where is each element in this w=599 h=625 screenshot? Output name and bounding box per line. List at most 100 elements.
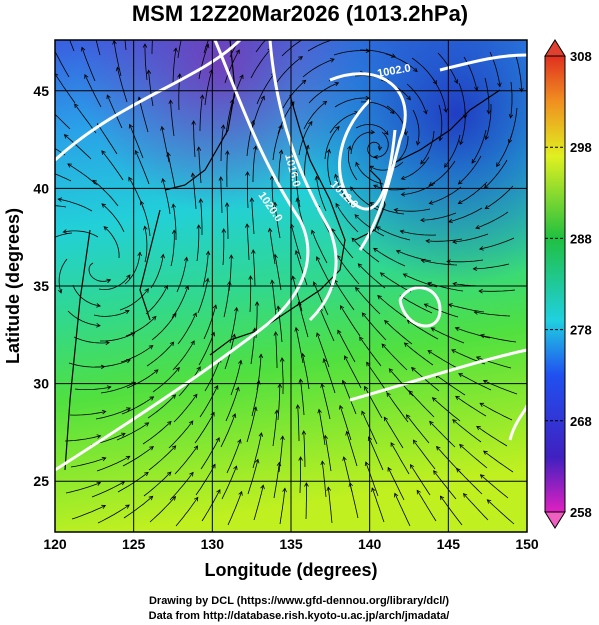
streamline — [168, 420, 194, 449]
streamline — [97, 123, 118, 155]
streamline — [319, 307, 335, 342]
streamline — [313, 281, 329, 316]
streamline-arrow — [216, 489, 221, 494]
credit: Data from http://database.rish.kyoto-u.a… — [149, 610, 450, 622]
streamline — [342, 380, 357, 415]
streamline-arrow — [160, 253, 165, 259]
streamline — [67, 310, 101, 327]
streamline-arrow — [355, 161, 360, 167]
streamline-arrow — [369, 202, 375, 207]
streamline — [311, 230, 328, 264]
streamline — [145, 285, 168, 315]
streamline — [440, 495, 463, 526]
streamline-arrow — [425, 238, 430, 244]
streamline-arrow — [260, 484, 265, 490]
streamline-arrow — [144, 288, 149, 293]
streamline-arrow — [496, 162, 501, 168]
streamline-arrow — [234, 306, 239, 312]
streamline — [197, 278, 209, 314]
streamline-arrow — [354, 214, 360, 219]
streamline-arrow — [483, 450, 488, 455]
streamline — [64, 435, 101, 442]
streamline-arrow — [248, 275, 253, 280]
streamline-arrow — [370, 129, 376, 135]
streamline — [380, 272, 412, 293]
streamline — [251, 198, 255, 235]
streamline-arrow — [459, 443, 464, 449]
streamline — [194, 412, 215, 444]
streamline-arrow — [224, 202, 230, 207]
streamline-arrow — [191, 120, 196, 125]
streamline — [429, 421, 456, 448]
streamline-arrow — [486, 109, 492, 115]
streamline-arrow — [486, 499, 492, 504]
streamline-arrow — [101, 504, 107, 509]
streamline-arrow — [394, 492, 399, 498]
streamline-arrow — [193, 393, 198, 399]
coastline — [389, 89, 501, 166]
streamline-arrow — [190, 172, 196, 178]
streamline — [452, 233, 489, 243]
streamline — [123, 495, 153, 519]
streamline-arrow — [375, 226, 381, 231]
streamline-arrow — [267, 227, 273, 233]
streamline — [406, 83, 427, 114]
streamline — [484, 159, 508, 189]
streamline — [124, 252, 141, 285]
streamline — [458, 181, 488, 204]
streamline — [199, 95, 203, 131]
streamline — [480, 334, 517, 343]
x-tick-label: 130 — [201, 536, 225, 552]
streamline-arrow — [74, 103, 79, 109]
streamline-arrow — [276, 305, 281, 311]
streamline-arrow — [205, 277, 210, 283]
streamline-arrow — [205, 43, 210, 49]
streamline — [337, 330, 356, 363]
streamline-arrow — [38, 167, 42, 171]
streamline — [204, 358, 221, 392]
streamline — [355, 162, 384, 185]
streamline — [282, 79, 306, 109]
streamline — [324, 435, 332, 472]
streamline-arrow — [227, 280, 232, 286]
streamline-arrow — [39, 243, 43, 247]
streamline — [336, 255, 360, 285]
streamline-arrow — [280, 435, 285, 440]
streamline — [220, 413, 236, 448]
streamline — [298, 121, 313, 156]
streamline — [304, 145, 309, 182]
streamline-arrow — [190, 340, 195, 346]
streamline — [126, 369, 159, 389]
streamline-arrow — [101, 456, 107, 462]
streamline — [144, 44, 148, 81]
streamline-arrow — [273, 253, 278, 259]
streamline-arrow — [436, 445, 441, 451]
streamline-arrow — [377, 295, 382, 300]
streamline-arrow — [192, 312, 197, 318]
colorbar-tick-label: 258 — [570, 505, 592, 520]
colorbar-tick-label: 268 — [570, 414, 592, 429]
streamline-arrow — [225, 150, 230, 155]
streamline — [251, 96, 265, 131]
streamline — [323, 358, 336, 394]
streamline — [274, 202, 281, 239]
streamline — [151, 313, 177, 341]
streamline-arrow — [295, 404, 301, 409]
streamline — [246, 407, 257, 443]
streamline-arrow — [364, 385, 369, 391]
streamline — [408, 390, 435, 418]
streamline — [192, 173, 197, 210]
streamline — [140, 201, 151, 237]
streamline-arrow — [298, 378, 304, 384]
streamline-arrow — [151, 315, 157, 321]
streamline — [272, 410, 278, 447]
streamline-arrow — [346, 145, 352, 151]
streamline-arrow — [142, 43, 148, 48]
streamline-arrow — [120, 432, 126, 437]
streamline — [74, 103, 97, 134]
streamline — [246, 171, 249, 209]
streamline — [400, 230, 437, 236]
streamline — [421, 259, 458, 266]
streamline-arrow — [218, 176, 224, 181]
x-tick-label: 150 — [515, 536, 539, 552]
